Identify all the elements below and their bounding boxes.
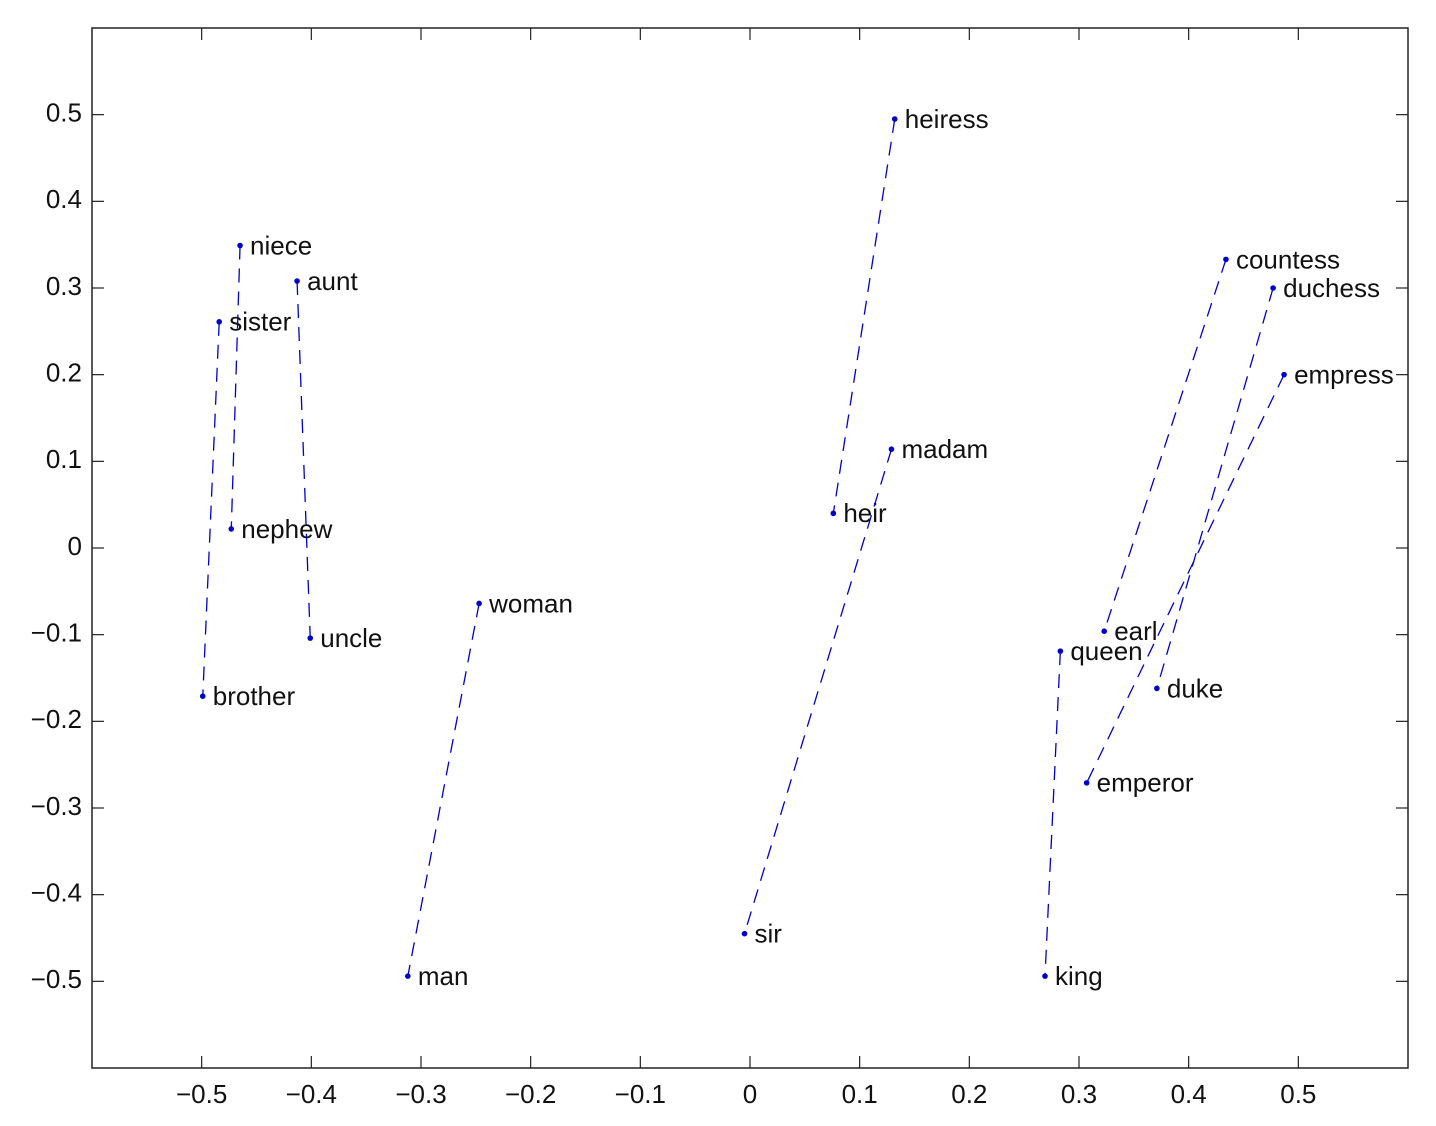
point [1270,285,1276,291]
y-tick-label: 0.3 [46,271,82,301]
point [237,242,243,249]
point [1083,780,1090,786]
point [1057,648,1064,654]
point [476,600,482,607]
point-label: niece [250,230,312,260]
y-tick-label: 0.5 [46,98,82,128]
y-tick-label: −0.4 [31,878,82,908]
y-tick-label: −0.1 [31,618,82,648]
pair-line [1156,287,1274,689]
point [891,116,898,122]
point [741,930,748,937]
pair-line [230,245,241,529]
y-tick-label: 0.1 [46,444,82,474]
point-label: nephew [241,514,332,544]
point-label: sister [229,307,291,337]
point-label: emperor [1097,768,1194,798]
point [1154,685,1160,692]
y-tick-label: −0.3 [31,791,82,821]
point [405,973,411,979]
point [1223,256,1229,263]
point [307,635,314,641]
point-label: countess [1236,244,1340,274]
point-label: empress [1294,360,1394,390]
x-tick-label: −0.5 [176,1079,227,1109]
pair-line [296,281,311,639]
x-tick-label: 0.1 [842,1079,878,1109]
x-tick-label: 0.5 [1280,1079,1316,1109]
x-tick-label: 0.3 [1061,1079,1097,1109]
point-label: man [418,961,469,991]
pair-line [743,449,893,934]
pair-line [1086,374,1285,784]
point-label: woman [488,588,573,618]
x-tick-label: −0.3 [395,1079,446,1109]
y-tick-label: 0.2 [46,358,82,388]
point [888,446,895,453]
point-label: madam [901,434,988,464]
y-tick-label: 0.4 [46,184,82,214]
point-label: heiress [905,104,989,134]
y-tick-label: −0.2 [31,704,82,734]
point-label: uncle [320,623,382,653]
point [216,319,223,325]
x-tick-label: −0.4 [286,1079,337,1109]
point-label: aunt [307,266,358,296]
x-tick-label: 0.2 [951,1079,987,1109]
point [1281,371,1287,378]
point [228,526,235,532]
x-tick-label: −0.1 [615,1079,666,1109]
point-label: heir [843,498,887,528]
point-label: earl [1114,616,1157,646]
point-label: brother [213,681,296,711]
point-label: king [1055,961,1103,991]
point [199,693,206,699]
pair-line [832,118,896,514]
y-tick-label: 0 [68,531,82,561]
y-tick-label: −0.5 [31,964,82,994]
pair-line [1044,651,1062,977]
pair-line [407,603,480,977]
point-label: duke [1167,673,1223,703]
point-label: queen [1070,636,1142,666]
x-tick-label: −0.2 [505,1079,556,1109]
plot-frame [91,27,1409,1069]
pair-line [1103,259,1227,632]
point [294,278,300,284]
x-tick-label: 0 [743,1079,757,1109]
x-tick-label: 0.4 [1171,1079,1207,1109]
point-label: sir [755,919,783,949]
point [1101,628,1108,634]
pair-line [202,321,220,697]
point-label: duchess [1283,273,1380,303]
point [830,510,837,517]
point [1042,973,1048,979]
